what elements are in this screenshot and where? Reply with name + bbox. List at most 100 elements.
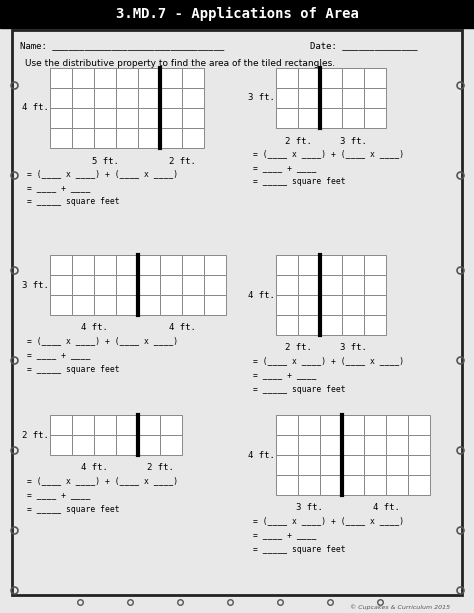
Bar [50,275,72,295]
Bar [116,415,138,435]
Bar [276,255,298,275]
Bar [320,455,342,475]
Bar [116,435,138,455]
Text: = ____ + ____: = ____ + ____ [253,370,316,379]
Text: = _____ square feet: = _____ square feet [253,384,346,394]
Bar [298,68,320,88]
Bar [320,415,342,435]
Bar [276,415,298,435]
Bar [160,88,182,108]
Bar [94,88,116,108]
Text: = ____ + ____: = ____ + ____ [27,490,91,500]
Bar [364,435,386,455]
Bar [298,295,320,315]
Bar [298,435,320,455]
Bar [116,255,138,275]
Text: 4 ft.: 4 ft. [247,451,274,460]
Bar [320,255,342,275]
Bar [276,455,298,475]
Bar [320,435,342,455]
Bar [138,415,160,435]
Bar [298,88,320,108]
Text: = (____ x ____) + (____ x ____): = (____ x ____) + (____ x ____) [27,170,178,178]
Bar [160,275,182,295]
Bar [116,295,138,315]
Bar [50,295,72,315]
Bar [138,255,160,275]
Bar [408,475,430,495]
Bar [204,295,226,315]
Bar [182,255,204,275]
Bar [276,435,298,455]
Bar [138,435,160,455]
Bar [342,88,364,108]
Bar [160,255,182,275]
Bar [182,275,204,295]
Text: = (____ x ____) + (____ x ____): = (____ x ____) + (____ x ____) [253,150,404,159]
Text: = _____ square feet: = _____ square feet [253,544,346,554]
Bar [342,475,364,495]
Bar [72,128,94,148]
Bar [364,415,386,435]
Bar [342,255,364,275]
Bar [276,108,298,128]
Bar [182,295,204,315]
Bar [204,275,226,295]
Bar [160,68,182,88]
Text: = (____ x ____) + (____ x ____): = (____ x ____) + (____ x ____) [27,476,178,485]
Bar [94,128,116,148]
Bar [50,128,72,148]
Text: 4 ft.: 4 ft. [21,104,48,113]
Bar [94,255,116,275]
Text: © Cupcakes & Curriculum 2015: © Cupcakes & Curriculum 2015 [350,604,450,610]
Bar [342,455,364,475]
Bar [160,128,182,148]
Text: 3 ft.: 3 ft. [247,94,274,102]
Bar [138,275,160,295]
Bar [364,275,386,295]
Bar [276,475,298,495]
Text: = (____ x ____) + (____ x ____): = (____ x ____) + (____ x ____) [253,357,404,365]
Bar [342,108,364,128]
Bar [276,315,298,335]
Bar [160,108,182,128]
Bar [408,455,430,475]
Bar [182,88,204,108]
Bar [320,275,342,295]
Text: 3.MD.7 - Applications of Area: 3.MD.7 - Applications of Area [116,7,358,21]
Bar [50,415,72,435]
Bar [386,475,408,495]
Bar [276,68,298,88]
Bar [364,255,386,275]
Bar [386,435,408,455]
Bar [72,108,94,128]
Bar [94,435,116,455]
Bar [342,275,364,295]
Bar [94,415,116,435]
Text: = (____ x ____) + (____ x ____): = (____ x ____) + (____ x ____) [27,337,178,346]
Bar [320,295,342,315]
Bar [50,255,72,275]
Text: = ____ + ____: = ____ + ____ [253,530,316,539]
Bar [386,415,408,435]
Bar [72,68,94,88]
Bar [94,275,116,295]
Bar [72,88,94,108]
Bar [364,68,386,88]
Text: = _____ square feet: = _____ square feet [27,365,119,373]
Text: 5 ft.: 5 ft. [91,156,118,166]
Bar [342,68,364,88]
Bar [364,455,386,475]
Bar [298,108,320,128]
Bar [138,88,160,108]
Bar [72,415,94,435]
Bar [298,275,320,295]
Bar [320,315,342,335]
Bar [342,315,364,335]
Bar [94,68,116,88]
Bar [50,435,72,455]
Bar [364,295,386,315]
Bar [94,108,116,128]
Bar [94,295,116,315]
Text: 3 ft.: 3 ft. [339,343,366,352]
